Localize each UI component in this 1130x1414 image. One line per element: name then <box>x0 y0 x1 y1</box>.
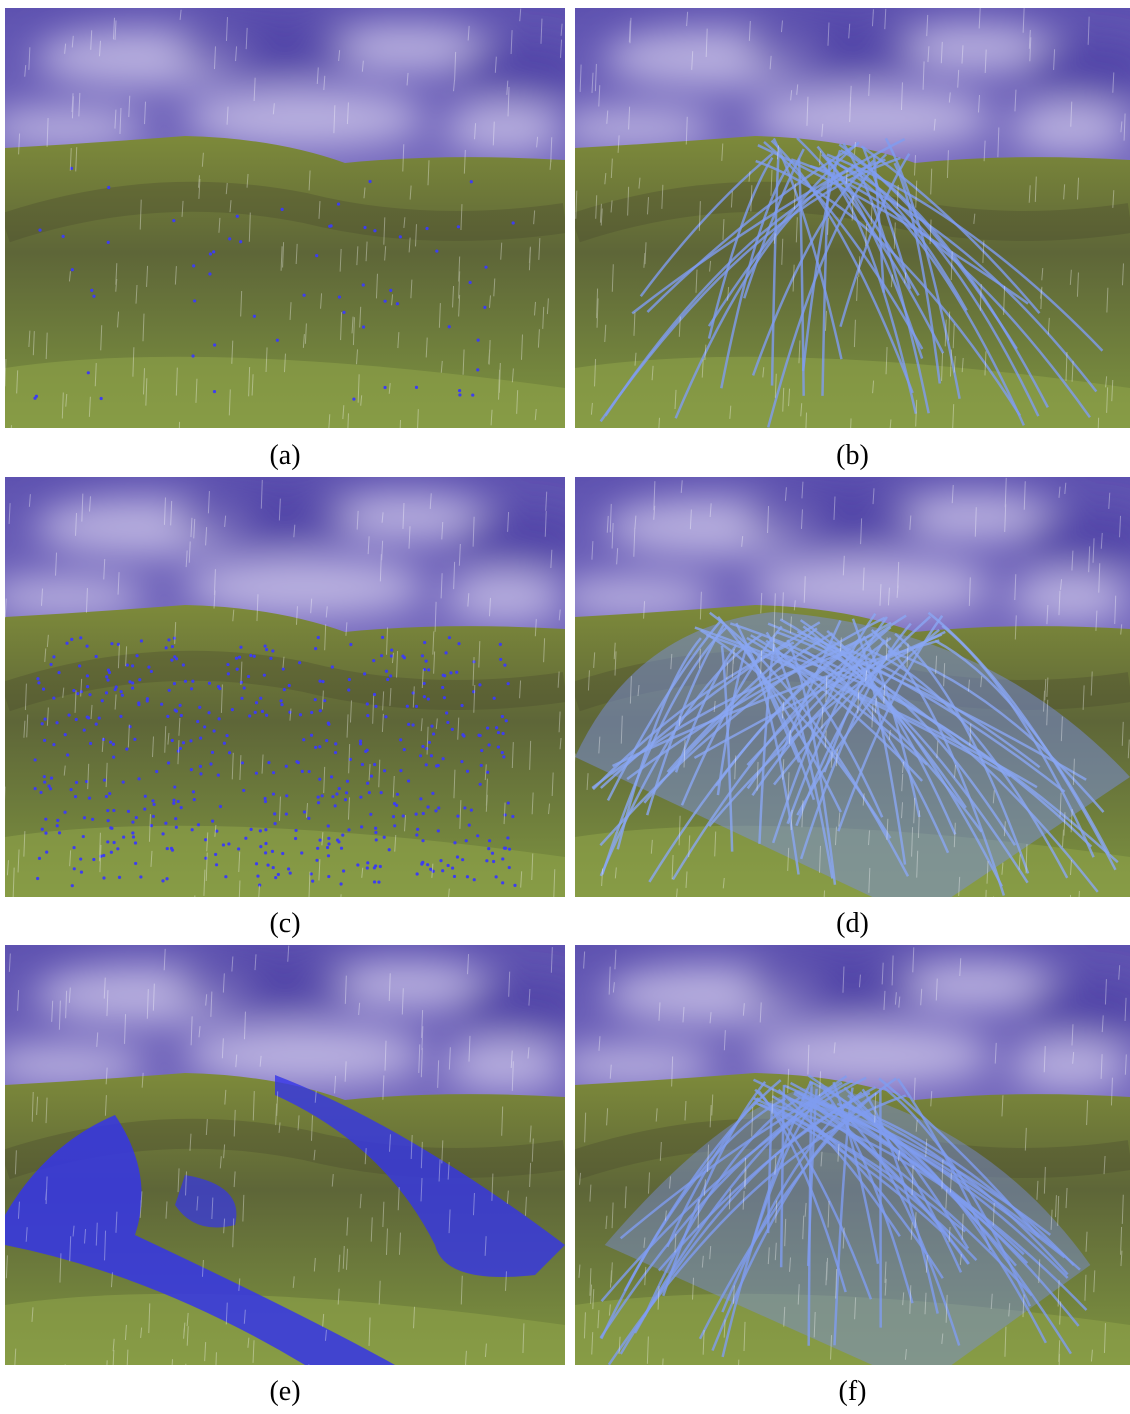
panel-caption: (c) <box>5 908 565 940</box>
panel-caption: (f) <box>573 1376 1130 1408</box>
render-image <box>575 477 1130 897</box>
render-image <box>5 477 565 897</box>
render-image <box>5 945 565 1365</box>
figure: (a)(b)(c)(d)(e)(f) (() => { const data =… <box>0 0 1130 1414</box>
render-image <box>5 8 565 428</box>
panel-caption: (e) <box>5 1376 565 1408</box>
panel-caption: (d) <box>573 908 1130 940</box>
render-image <box>575 945 1130 1365</box>
panel-caption: (a) <box>5 440 565 472</box>
render-image <box>575 8 1130 428</box>
panel-caption: (b) <box>573 440 1130 472</box>
